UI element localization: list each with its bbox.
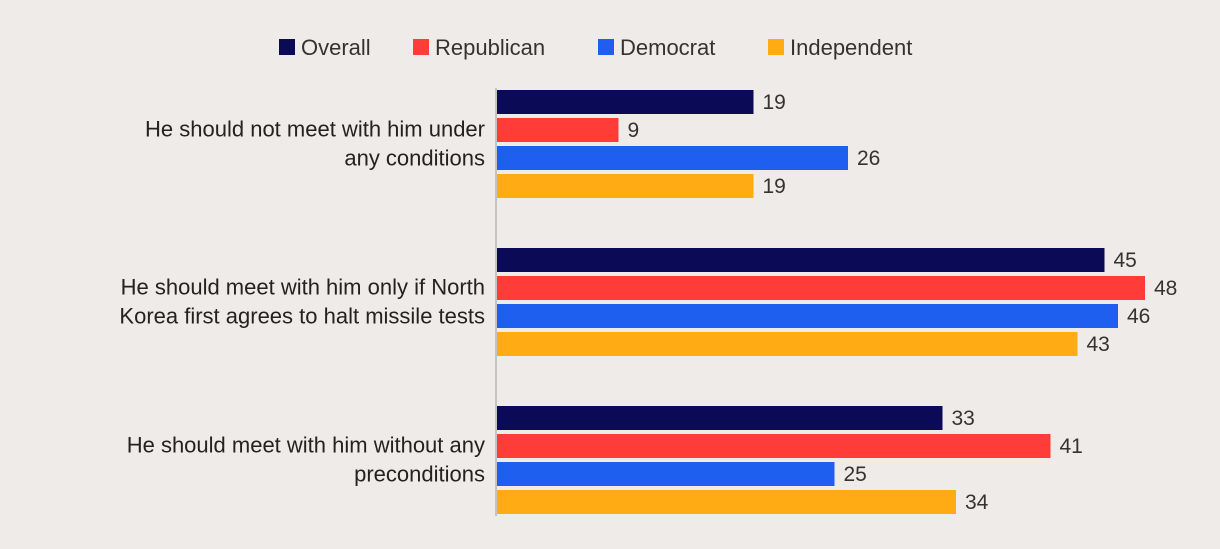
data-label: 19 [763,91,786,114]
category-label: any conditions [344,146,485,171]
data-label: 33 [952,407,975,430]
legend-swatch-overall [279,39,295,55]
data-label: 19 [763,175,786,198]
category-label: He should meet with him without any [127,433,485,458]
legend-swatch-independent [768,39,784,55]
data-label: 26 [857,147,880,170]
data-label: 45 [1114,249,1137,272]
bar-republican [497,118,619,142]
data-label: 25 [844,463,867,486]
legend-label-independent: Independent [790,35,912,60]
bar-democrat [497,146,848,170]
data-label: 9 [628,119,640,142]
bar-independent [497,332,1078,356]
category-label: Korea first agrees to halt missile tests [119,304,485,329]
category-label: preconditions [354,462,485,487]
bar-independent [497,490,956,514]
bar-republican [497,276,1145,300]
data-label: 41 [1060,435,1083,458]
bar-democrat [497,304,1118,328]
bar-overall [497,90,754,114]
category-label: He should not meet with him under [145,117,485,142]
legend-label-democrat: Democrat [620,35,715,60]
bar-overall [497,248,1105,272]
bar-democrat [497,462,835,486]
bar-overall [497,406,943,430]
data-label: 34 [965,491,989,514]
legend-label-republican: Republican [435,35,545,60]
legend-swatch-democrat [598,39,614,55]
bar-republican [497,434,1051,458]
bar-independent [497,174,754,198]
legend-swatch-republican [413,39,429,55]
data-label: 48 [1154,277,1177,300]
data-label: 43 [1087,333,1110,356]
data-label: 46 [1127,305,1150,328]
legend-label-overall: Overall [301,35,371,60]
category-label: He should meet with him only if North [121,275,485,300]
